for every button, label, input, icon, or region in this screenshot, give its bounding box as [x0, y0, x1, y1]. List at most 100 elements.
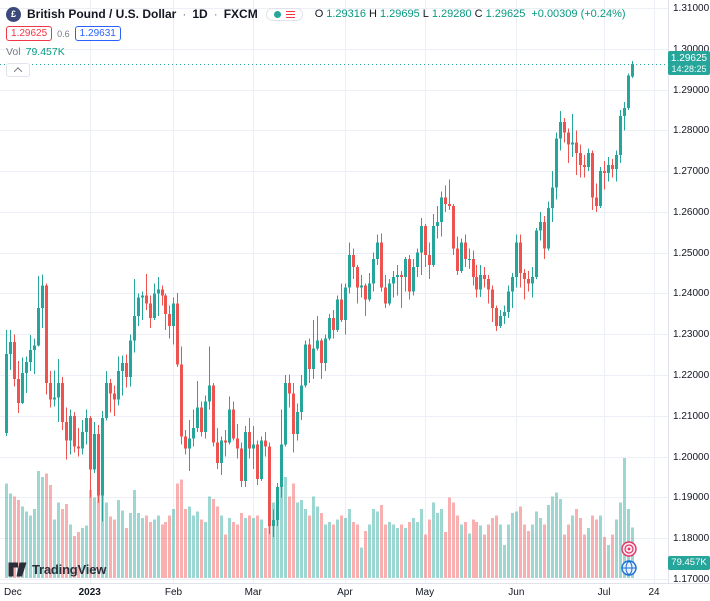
candle-body — [53, 397, 56, 400]
candle-body — [543, 222, 546, 249]
candle-body — [77, 446, 80, 449]
candle-body — [312, 348, 315, 369]
symbol-flag-icon: £ — [6, 6, 21, 22]
candle-body — [161, 289, 164, 296]
time-axis[interactable]: Dec 2023 Feb Mar Apr May Jun Jul 24 — [0, 583, 710, 601]
volume-bar — [475, 521, 478, 578]
candle-body — [117, 370, 120, 400]
price-tick-label: 1.28000 — [673, 125, 710, 137]
volume-bar — [555, 492, 558, 578]
candle-body — [9, 342, 12, 354]
candle-body — [603, 171, 606, 174]
volume-bar — [200, 519, 203, 578]
volume-bar — [208, 496, 211, 578]
candle-body — [479, 275, 482, 290]
candle-body — [627, 75, 630, 108]
price-axis[interactable]: 1.17000 1.18000 1.19000 1.20000 1.21000 1.220… — [668, 0, 710, 585]
candle-body — [460, 242, 463, 272]
chevron-up-icon — [13, 67, 23, 76]
volume-bar — [25, 511, 28, 578]
candle-body — [97, 434, 100, 496]
candle-body — [388, 283, 391, 304]
globe-sticker-icon[interactable] — [621, 560, 637, 576]
candle-body — [101, 417, 104, 496]
volume-bar — [141, 518, 144, 578]
candle-body — [49, 383, 52, 400]
volume-bar — [336, 519, 339, 578]
candle-body — [356, 266, 359, 288]
candle-body — [511, 277, 514, 292]
last-price-value: 1.29625 — [670, 53, 708, 65]
candle-body — [220, 440, 223, 463]
candle-body — [252, 444, 255, 449]
legend-collapse-button[interactable] — [6, 63, 30, 77]
volume-bar — [45, 473, 48, 578]
visibility-dot-icon[interactable] — [273, 10, 281, 18]
candle-body — [45, 285, 48, 384]
candle-body — [93, 434, 96, 470]
volume-bar — [499, 524, 502, 578]
exchange-label[interactable]: FXCM — [223, 7, 258, 21]
candle-body — [400, 275, 403, 278]
volume-bar — [113, 519, 116, 578]
candle-body — [236, 438, 239, 449]
volume-bar — [61, 509, 64, 578]
candle-body — [284, 383, 287, 445]
candle-body — [149, 303, 152, 318]
volume-bar — [356, 524, 359, 578]
volume-bar — [599, 515, 602, 578]
buy-button[interactable]: 1.29631 — [74, 26, 121, 41]
volume-bar — [567, 524, 570, 578]
volume-bar — [523, 524, 526, 578]
candle-body — [340, 299, 343, 321]
candle-body — [364, 285, 367, 300]
volume-bar — [125, 528, 128, 578]
volume-bar — [444, 532, 447, 578]
symbol-title[interactable]: British Pound / U.S. Dollar — [27, 7, 177, 21]
volume-bar — [105, 502, 108, 578]
volume-bar — [579, 518, 582, 578]
candle-body — [33, 345, 36, 350]
interval-label[interactable]: 1D — [192, 7, 208, 21]
candle-body — [519, 242, 522, 274]
candle-body — [37, 307, 40, 346]
price-chart-canvas[interactable] — [0, 0, 668, 583]
chart-legend: £ British Pound / U.S. Dollar · 1D · FXC… — [6, 5, 626, 77]
legend-quick-actions[interactable] — [265, 7, 303, 21]
sell-button[interactable]: 1.29625 — [6, 26, 53, 41]
volume-bar — [256, 515, 259, 578]
candle-body — [200, 407, 203, 433]
volume-bar — [563, 534, 566, 578]
volume-bar — [623, 458, 626, 578]
candle-body — [456, 248, 459, 272]
volume-bar — [73, 535, 76, 578]
volume-bar — [603, 537, 606, 578]
candle-body — [260, 440, 263, 480]
volume-bar — [276, 509, 279, 578]
price-tick-label: 1.21000 — [673, 410, 710, 422]
tradingview-logo[interactable]: TradingView — [8, 562, 106, 577]
candle-body — [157, 289, 160, 294]
volume-indicator-legend[interactable]: Vol 79.457K — [6, 46, 626, 58]
volume-bar — [93, 497, 96, 578]
candle-body — [212, 385, 215, 443]
candle-body — [105, 383, 108, 418]
volume-bar — [320, 512, 323, 578]
candle-body — [483, 275, 486, 280]
candle-body — [611, 165, 614, 170]
candle-body — [475, 277, 478, 290]
volume-bar — [300, 500, 303, 578]
candle-body — [300, 385, 303, 412]
candle-body — [615, 154, 618, 170]
candle-body — [531, 277, 534, 284]
volume-bar — [527, 530, 530, 578]
candle-body — [444, 197, 447, 204]
volume-bar — [316, 506, 319, 578]
candle-body — [396, 275, 399, 278]
volume-bar — [404, 528, 407, 578]
volume-indicator-label: Vol — [6, 46, 21, 58]
more-options-icon[interactable] — [285, 10, 295, 18]
rose-sticker-icon[interactable] — [621, 541, 637, 557]
ohlc-readout: O 1.29316 H 1.29695 L 1.29280 C 1.29625 +0.0… — [315, 8, 626, 20]
candle-body — [631, 64, 634, 77]
